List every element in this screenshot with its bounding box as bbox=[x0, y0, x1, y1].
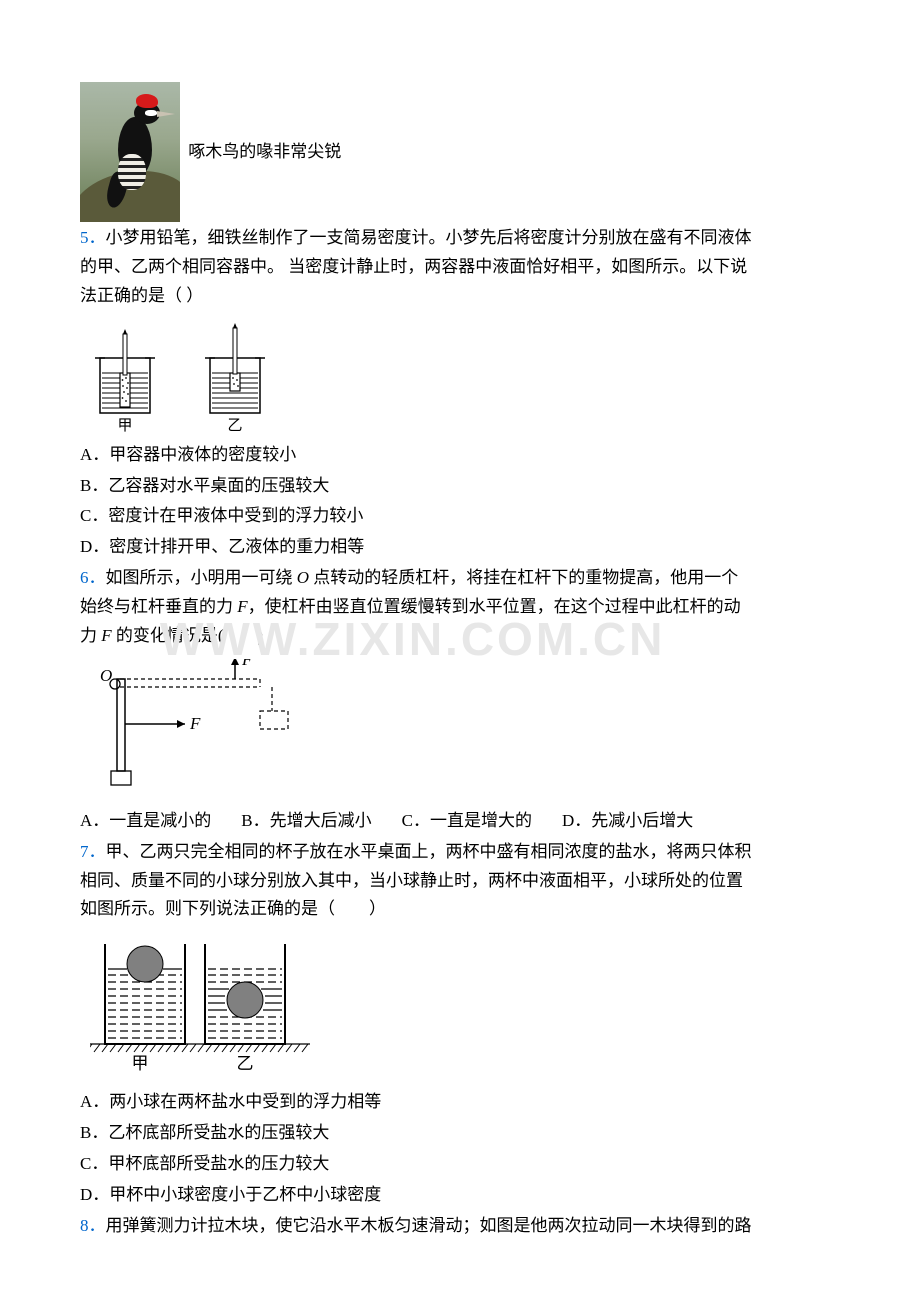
q7-line3: 如图所示。则下列说法正确的是（ ） bbox=[80, 895, 840, 924]
q5-stem: 5．小梦用铅笔，细铁丝制作了一支简易密度计。小梦先后将密度计分别放在盛有不同液体 bbox=[80, 224, 840, 253]
svg-text:乙: 乙 bbox=[237, 1054, 254, 1073]
woodpecker-photo bbox=[80, 82, 180, 222]
q5-line1: 小梦用铅笔，细铁丝制作了一支简易密度计。小梦先后将密度计分别放在盛有不同液体 bbox=[106, 228, 752, 247]
q6-option-a: A．一直是减小的 bbox=[80, 807, 211, 836]
q7-option-b: B．乙杯底部所受盐水的压强较大 bbox=[80, 1119, 840, 1148]
woodpecker-caption: 啄木鸟的喙非常尖锐 bbox=[188, 138, 341, 167]
q7-option-a: A．两小球在两杯盐水中受到的浮力相等 bbox=[80, 1088, 840, 1117]
q6-option-c: C．一直是增大的 bbox=[402, 807, 532, 836]
q6-option-d: D．先减小后增大 bbox=[562, 807, 693, 836]
q5-option-c: C．密度计在甲液体中受到的浮力较小 bbox=[80, 502, 840, 531]
q7-option-c: C．甲杯底部所受盐水的压力较大 bbox=[80, 1150, 840, 1179]
svg-text:甲: 甲 bbox=[132, 1054, 149, 1073]
q6-number: 6． bbox=[80, 568, 106, 587]
q7-figure: 甲 乙 bbox=[90, 934, 840, 1084]
q5-option-b: B．乙容器对水平桌面的压强较大 bbox=[80, 472, 840, 501]
q5-option-a: A．甲容器中液体的密度较小 bbox=[80, 441, 840, 470]
q7-option-d: D．甲杯中小球密度小于乙杯中小球密度 bbox=[80, 1181, 840, 1210]
q5-line3: 法正确的是（ ） bbox=[80, 282, 840, 311]
q7-stem-line1: 7．甲、乙两只完全相同的杯子放在水平桌面上，两杯中盛有相同浓度的盐水，将两只体积 bbox=[80, 838, 840, 867]
page-root: 啄木鸟的喙非常尖锐 5．小梦用铅笔，细铁丝制作了一支简易密度计。小梦先后将密度计… bbox=[0, 0, 920, 1302]
q5-number: 5． bbox=[80, 228, 106, 247]
q6-option-b: B．先增大后减小 bbox=[241, 807, 371, 836]
q6-stem-line1: 6．如图所示，小明用一可绕 O 点转动的轻质杠杆，将挂在杠杆下的重物提高，他用一… bbox=[80, 564, 840, 593]
q6-stem-line2: 始终与杠杆垂直的力 F，使杠杆由竖直位置缓慢转到水平位置，在这个过程中此杠杆的动 bbox=[80, 593, 840, 622]
svg-text:F: F bbox=[241, 659, 253, 669]
q8-number: 8． bbox=[80, 1216, 106, 1235]
q7-line2: 相同、质量不同的小球分别放入其中，当小球静止时，两杯中液面相平，小球所处的位置 bbox=[80, 867, 840, 896]
q5-figure: 甲 bbox=[80, 323, 840, 433]
q5-option-d: D．密度计排开甲、乙液体的重力相等 bbox=[80, 533, 840, 562]
q6-stem-line3: 力 F 的变化情况是( ) bbox=[80, 622, 840, 651]
q7-number: 7． bbox=[80, 842, 106, 861]
q6-options-row: A．一直是减小的 B．先增大后减小 C．一直是增大的 D．先减小后增大 bbox=[80, 807, 840, 836]
svg-text:F: F bbox=[189, 714, 201, 733]
q5-label-jia: 甲 bbox=[117, 418, 132, 433]
q4-figure-block: 啄木鸟的喙非常尖锐 bbox=[80, 82, 840, 222]
q8-stem-line1: 8．用弹簧测力计拉木块，使它沿水平木板匀速滑动；如图是他两次拉动同一木块得到的路 bbox=[80, 1212, 840, 1241]
q6-figure: O F F bbox=[100, 659, 840, 799]
q5-line2: 的甲、乙两个相同容器中。 当密度计静止时，两容器中液面恰好相平，如图所示。以下说 bbox=[80, 253, 840, 282]
q5-label-yi: 乙 bbox=[227, 418, 242, 433]
